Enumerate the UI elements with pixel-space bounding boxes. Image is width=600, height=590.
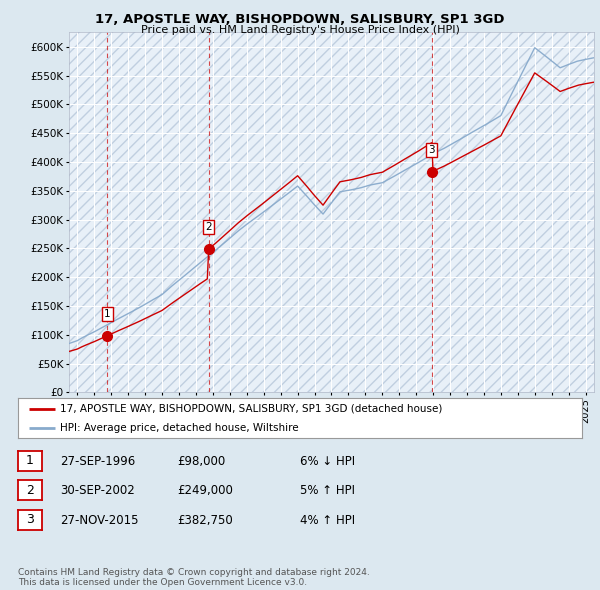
Text: 6% ↓ HPI: 6% ↓ HPI — [300, 455, 355, 468]
Text: Price paid vs. HM Land Registry's House Price Index (HPI): Price paid vs. HM Land Registry's House … — [140, 25, 460, 35]
Text: £98,000: £98,000 — [177, 455, 225, 468]
Text: 2: 2 — [205, 222, 212, 232]
Text: 5% ↑ HPI: 5% ↑ HPI — [300, 484, 355, 497]
Text: 17, APOSTLE WAY, BISHOPDOWN, SALISBURY, SP1 3GD: 17, APOSTLE WAY, BISHOPDOWN, SALISBURY, … — [95, 13, 505, 26]
Text: 27-SEP-1996: 27-SEP-1996 — [60, 455, 135, 468]
Text: £382,750: £382,750 — [177, 514, 233, 527]
Text: 2: 2 — [26, 484, 34, 497]
Text: 1: 1 — [26, 454, 34, 467]
Text: 3: 3 — [26, 513, 34, 526]
Text: 1: 1 — [104, 309, 110, 319]
Text: 17, APOSTLE WAY, BISHOPDOWN, SALISBURY, SP1 3GD (detached house): 17, APOSTLE WAY, BISHOPDOWN, SALISBURY, … — [60, 404, 443, 414]
Text: 30-SEP-2002: 30-SEP-2002 — [60, 484, 135, 497]
Text: 3: 3 — [428, 145, 435, 155]
Text: 27-NOV-2015: 27-NOV-2015 — [60, 514, 139, 527]
Text: 4% ↑ HPI: 4% ↑ HPI — [300, 514, 355, 527]
Text: HPI: Average price, detached house, Wiltshire: HPI: Average price, detached house, Wilt… — [60, 423, 299, 432]
Text: £249,000: £249,000 — [177, 484, 233, 497]
Text: Contains HM Land Registry data © Crown copyright and database right 2024.
This d: Contains HM Land Registry data © Crown c… — [18, 568, 370, 587]
